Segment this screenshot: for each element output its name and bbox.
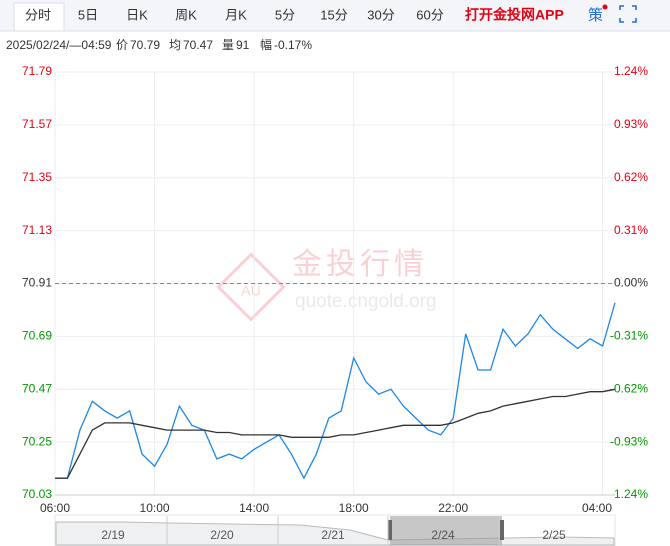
y2-tick-label: 1.24% (614, 64, 648, 78)
info-avg-label: 均 (169, 38, 181, 52)
tab-active-bg (13, 2, 65, 32)
fullscreen-button[interactable] (619, 5, 637, 23)
y2-tick-label: 0.00% (614, 276, 648, 290)
x-tick-label: 06:00 (40, 501, 70, 515)
tab[interactable]: 60分 (416, 7, 443, 22)
y2-tick-label: -1.24% (610, 487, 648, 501)
navigator-selection[interactable] (390, 516, 502, 545)
info-time: 2025/02/24/—04:59 (6, 38, 112, 52)
tab[interactable]: 15分 (320, 7, 347, 22)
navigator-date: 2/19 (101, 528, 125, 542)
y2-tick-label: 0.31% (614, 223, 648, 237)
tab[interactable]: 5分 (275, 7, 295, 22)
watermark-url: quote.cngold.org (295, 291, 437, 312)
y-tick-label: 71.13 (22, 223, 52, 237)
tab-bar (0, 0, 670, 31)
y-tick-label: 71.35 (22, 170, 52, 184)
info-change-label: 幅 (260, 37, 272, 52)
info-avg: 70.47 (183, 38, 213, 52)
y2-tick-label: 0.62% (614, 170, 648, 184)
x-tick-label: 18:00 (339, 501, 369, 515)
watermark-title: 金投行情 (292, 248, 428, 281)
navigator-date: 2/25 (542, 528, 566, 542)
y2-tick-label: -0.93% (610, 434, 648, 448)
info-change: -0.17% (274, 38, 312, 52)
price-line (55, 388, 616, 479)
info-volume: 91 (236, 38, 250, 52)
y-tick-label: 71.57 (22, 117, 52, 131)
y2-tick-label: -0.62% (610, 381, 648, 395)
x-tick-label: 04:00 (582, 501, 612, 515)
y-tick-label: 70.91 (22, 276, 52, 290)
y2-tick-label: 0.93% (614, 117, 648, 131)
strategy-button[interactable]: 策 (588, 7, 603, 24)
notice-dot (602, 4, 608, 10)
navigator-date: 2/21 (321, 528, 345, 542)
info-price: 70.79 (130, 38, 160, 52)
y-tick-label: 70.47 (22, 381, 52, 395)
y2-tick-label: -0.31% (610, 329, 648, 343)
x-tick-label: 22:00 (438, 501, 468, 515)
navigator-date: 2/20 (210, 528, 234, 542)
watermark-logo-frame (216, 252, 286, 322)
tab[interactable]: 分时 (25, 7, 51, 22)
x-tick-label: 10:00 (140, 501, 170, 515)
tab[interactable]: 日K (126, 7, 148, 22)
navigator-date: 2/24 (431, 528, 455, 542)
info-price-label: 价 (116, 38, 128, 52)
tab[interactable]: 周K (175, 7, 197, 22)
tab[interactable]: 30分 (367, 7, 394, 22)
y-tick-label: 70.03 (22, 487, 52, 501)
navigator-handle[interactable] (388, 520, 392, 540)
x-tick-label: 14:00 (239, 501, 269, 515)
price-line (55, 302, 616, 480)
app-link[interactable]: 打开金投网APP (465, 7, 564, 23)
navigator-handle[interactable] (500, 520, 504, 540)
y-tick-label: 70.25 (22, 434, 52, 448)
tab[interactable]: 月K (225, 7, 247, 22)
y-tick-label: 70.69 (22, 329, 52, 343)
tab[interactable]: 5日 (78, 7, 98, 22)
info-volume-label: 量 (222, 38, 234, 52)
y-tick-label: 71.79 (22, 64, 52, 78)
watermark-logo: AU (241, 283, 260, 299)
watermark: AU 金投行情 quote.cngold.org (216, 248, 437, 322)
